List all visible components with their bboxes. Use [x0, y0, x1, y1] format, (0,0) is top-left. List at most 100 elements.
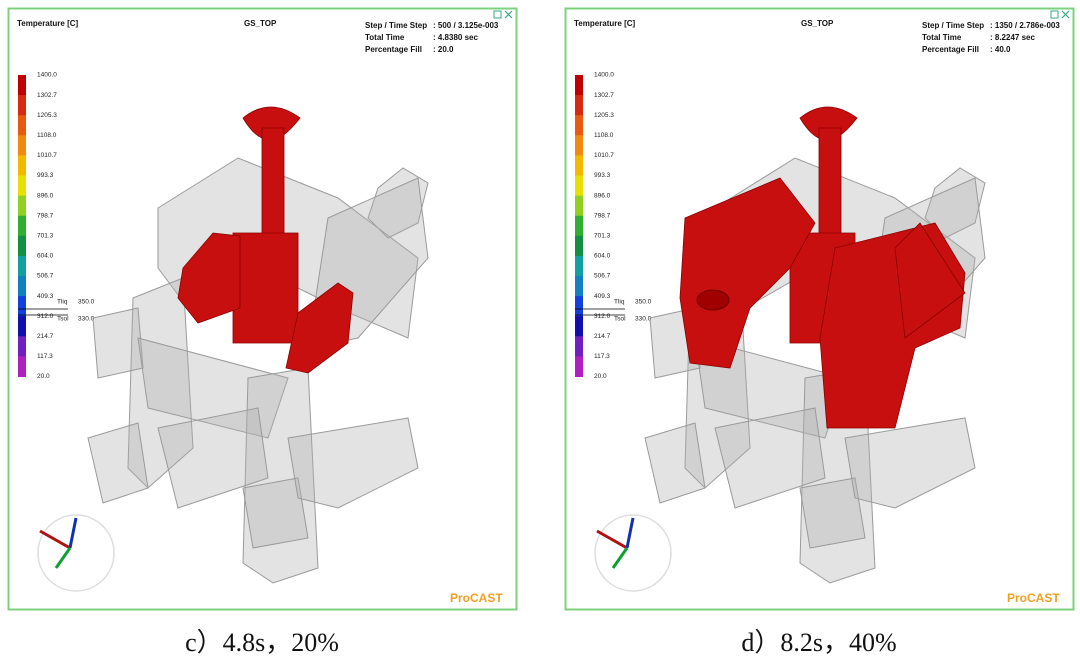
legend-label: 214.7	[37, 333, 54, 340]
legend-swatch	[18, 115, 26, 136]
mold-part	[87, 422, 149, 504]
mold-part	[924, 167, 986, 239]
info-value: : 40.0	[990, 45, 1011, 54]
view-triad	[594, 514, 672, 592]
close-button	[1061, 10, 1070, 19]
legend-swatch	[575, 95, 583, 116]
info-value: : 4.8380 sec	[433, 33, 478, 42]
legend-swatch	[18, 95, 26, 116]
legend-label: 1108.0	[37, 132, 57, 139]
legend-swatch	[575, 336, 583, 357]
legend-label: 312.0	[37, 313, 54, 320]
legend-label: 604.0	[37, 253, 54, 260]
quantity-label: Temperature [C]	[17, 19, 79, 28]
legend-swatch	[575, 255, 583, 277]
legend-swatch	[18, 356, 26, 377]
legend-label: 798.7	[594, 212, 611, 219]
quantity-label: Temperature [C]	[574, 19, 636, 28]
legend-label: 896.0	[37, 192, 54, 199]
legend-label: 1108.0	[594, 132, 614, 139]
legend-swatch	[18, 235, 26, 257]
legend-swatch	[18, 155, 26, 176]
info-label: Total Time	[365, 33, 405, 42]
mold-part	[799, 477, 866, 549]
tliq-value: 350.0	[635, 299, 652, 306]
mold-part	[694, 337, 846, 439]
legend-label: 1010.7	[37, 152, 57, 159]
legend-label: 20.0	[594, 373, 607, 380]
info-label: Step / Time Step	[365, 21, 427, 30]
legend-label: 117.3	[594, 353, 610, 360]
legend-swatch	[18, 195, 26, 217]
legend-label: 1010.7	[594, 152, 614, 159]
legend-label: 993.3	[594, 172, 611, 179]
metal-fill	[242, 106, 301, 141]
view-label: GS_TOP	[801, 19, 834, 28]
metal-fill	[285, 282, 354, 374]
legend-label: 1302.7	[594, 92, 614, 99]
mold-part	[127, 277, 194, 489]
metal-fill	[799, 106, 858, 141]
logo: ProCAST	[1007, 591, 1060, 605]
axis-z	[625, 517, 635, 549]
tsol-value: 330.0	[78, 316, 95, 323]
close-button	[504, 10, 513, 19]
metal-fill	[177, 232, 241, 324]
caption: d）8.2s，40%	[741, 628, 896, 657]
tliq-label: Tliq	[57, 299, 68, 306]
runner-hole	[696, 289, 730, 311]
axis-x	[596, 529, 628, 550]
legend-swatch	[18, 296, 26, 317]
legend-swatch	[18, 276, 26, 297]
view-label: GS_TOP	[244, 19, 277, 28]
restore-button	[493, 10, 502, 19]
metal-fill	[232, 232, 299, 344]
legend-swatch	[18, 175, 26, 197]
legend-label: 1205.3	[594, 112, 614, 119]
mold-part	[287, 417, 419, 509]
mold-part	[714, 407, 826, 509]
axis-y	[54, 547, 72, 569]
legend-swatch	[575, 276, 583, 297]
legend-swatch	[18, 316, 26, 337]
logo: ProCAST	[450, 591, 503, 605]
legend-label: 1400.0	[37, 72, 57, 79]
legend-swatch	[575, 135, 583, 156]
legend-label: 993.3	[37, 172, 54, 179]
legend-label: 1302.7	[37, 92, 57, 99]
legend-swatch	[575, 296, 583, 317]
caption: c）4.8s，20%	[185, 628, 339, 657]
info-value: : 500 / 3.125e-003	[433, 21, 499, 30]
legend-swatch	[18, 75, 26, 96]
mold-part	[242, 477, 309, 549]
mold-part	[644, 422, 706, 504]
tliq-value: 350.0	[78, 299, 95, 306]
view-triad	[37, 514, 115, 592]
metal-fill	[679, 177, 816, 369]
legend-label: 1205.3	[37, 112, 57, 119]
legend-label: 798.7	[37, 212, 54, 219]
legend-label: 604.0	[594, 253, 611, 260]
legend-swatch	[575, 215, 583, 237]
legend-swatch	[575, 115, 583, 136]
panel: Temperature [C] GS_TOP Step / Time Step: 1…	[564, 7, 1075, 611]
legend-swatch	[18, 135, 26, 156]
legend-label: 20.0	[37, 373, 50, 380]
tsol-value: 330.0	[635, 316, 652, 323]
legend-swatch	[18, 255, 26, 277]
legend-swatch	[575, 75, 583, 96]
info-label: Percentage Fill	[922, 45, 979, 54]
metal-fill	[894, 222, 966, 339]
mold-part	[137, 337, 289, 439]
legend-label: 506.7	[37, 273, 54, 280]
mold-part	[92, 307, 144, 379]
legend-swatch	[18, 215, 26, 237]
legend-swatch	[575, 155, 583, 176]
panel: Temperature [C] GS_TOP Step / Time Step : 5…	[7, 7, 518, 611]
legend-swatch	[575, 175, 583, 197]
info-value: : 1350 / 2.786e-003	[990, 21, 1060, 30]
legend-swatch	[18, 336, 26, 357]
info-value: : 8.2247 sec	[990, 33, 1035, 42]
legend-label: 214.7	[594, 333, 611, 340]
